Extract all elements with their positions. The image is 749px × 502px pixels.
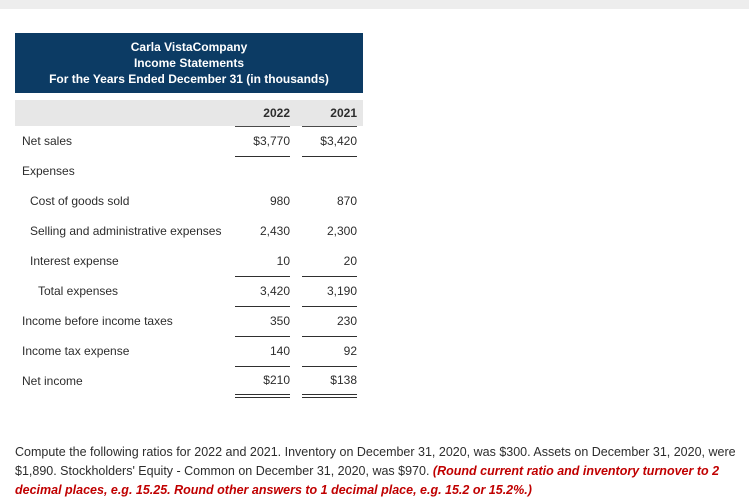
income-statement: Carla VistaCompany Income Statements For… xyxy=(15,33,363,398)
row-label: Income before income taxes xyxy=(22,314,173,328)
row-label: Interest expense xyxy=(30,254,119,268)
value-2022: 140 xyxy=(235,336,290,367)
income-statement-table: 2022 2021 Net sales $3,770 $3,420 Expens… xyxy=(15,100,363,398)
value-2021: 92 xyxy=(302,336,357,367)
table-row-cogs: Cost of goods sold 980 870 xyxy=(15,186,363,216)
value-2022: 3,420 xyxy=(235,276,290,307)
rounding-note: (Round current ratio and inventory turno… xyxy=(15,464,720,497)
value-2022: 350 xyxy=(235,306,290,337)
value-2022: 2,430 xyxy=(259,224,290,238)
value-2022: $3,770 xyxy=(235,126,290,157)
value-2021: $3,420 xyxy=(302,126,357,157)
column-header-row: 2022 2021 xyxy=(15,100,363,127)
table-row-income-before-taxes: Income before income taxes 350 230 xyxy=(15,306,363,337)
value-2022: 10 xyxy=(235,246,290,277)
value-2021: 3,190 xyxy=(302,276,357,307)
value-2021: 230 xyxy=(302,306,357,337)
company-name: Carla VistaCompany xyxy=(130,40,248,54)
row-label: Cost of goods sold xyxy=(30,194,130,208)
value-2021: 2,300 xyxy=(326,224,357,238)
statement-header: Carla VistaCompany Income Statements For… xyxy=(15,33,363,93)
table-row-net-income: Net income $210 $138 xyxy=(15,366,363,398)
row-label: Net income xyxy=(22,374,83,388)
row-label: Net sales xyxy=(22,134,73,148)
statement-subtitle: For the Years Ended December 31 (in thou… xyxy=(49,72,329,86)
value-2022: 980 xyxy=(269,194,290,208)
row-label: Income tax expense xyxy=(22,344,130,358)
column-header-2021: 2021 xyxy=(302,100,357,127)
table-row-expenses-heading: Expenses xyxy=(15,156,363,186)
value-2021: $138 xyxy=(302,366,357,398)
page-top-strip xyxy=(0,0,749,9)
column-header-2022: 2022 xyxy=(235,100,290,127)
value-2021: 20 xyxy=(302,246,357,277)
table-row-total-expenses: Total expenses 3,420 3,190 xyxy=(15,276,363,307)
row-label: Selling and administrative expenses xyxy=(30,224,222,238)
table-row-interest-expense: Interest expense 10 20 xyxy=(15,246,363,277)
value-2021: 870 xyxy=(336,194,357,208)
table-row-income-tax-expense: Income tax expense 140 92 xyxy=(15,336,363,367)
statement-title: Income Statements xyxy=(133,56,245,70)
value-2022 xyxy=(235,156,290,186)
row-label: Total expenses xyxy=(38,284,119,298)
table-row-selling-admin: Selling and administrative expenses 2,43… xyxy=(15,216,363,246)
value-2022: $210 xyxy=(235,366,290,398)
table-row-net-sales: Net sales $3,770 $3,420 xyxy=(15,126,363,157)
value-2021 xyxy=(302,156,357,186)
instructions-paragraph: Compute the following ratios for 2022 an… xyxy=(15,443,737,500)
instructions-text: Compute the following ratios for 2022 an… xyxy=(15,445,736,478)
row-label: Expenses xyxy=(22,164,75,178)
